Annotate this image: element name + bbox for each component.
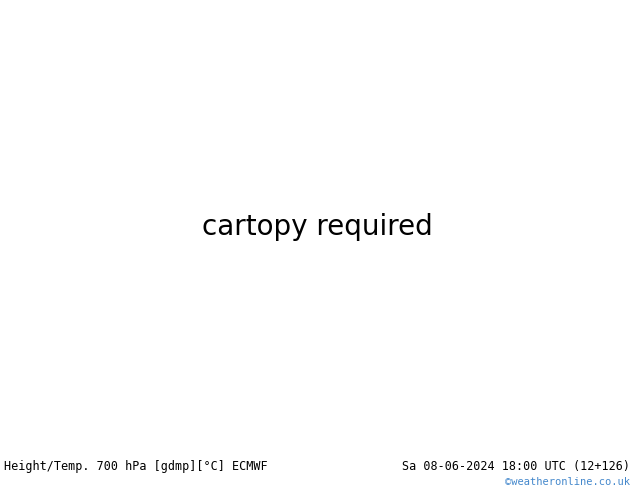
Text: ©weatheronline.co.uk: ©weatheronline.co.uk [505, 477, 630, 487]
Text: Height/Temp. 700 hPa [gdmp][°C] ECMWF: Height/Temp. 700 hPa [gdmp][°C] ECMWF [4, 460, 268, 473]
Text: cartopy required: cartopy required [202, 213, 432, 241]
Text: Sa 08-06-2024 18:00 UTC (12+126): Sa 08-06-2024 18:00 UTC (12+126) [402, 460, 630, 473]
